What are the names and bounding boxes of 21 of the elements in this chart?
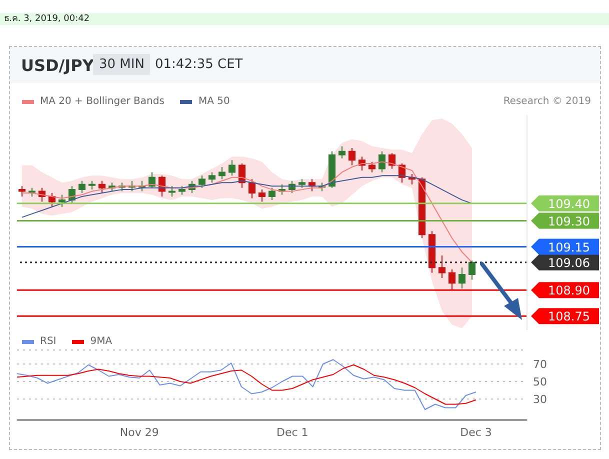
- legend-label: RSI: [40, 336, 56, 347]
- x-tick-label: Dec 3: [460, 426, 492, 439]
- y-tick-label: 30: [533, 393, 547, 406]
- text: ธ.ค. 3, 2019, 00:42: [0, 13, 609, 25]
- x-tick-label: Nov 29: [120, 426, 159, 439]
- legend-label: MA 50: [198, 96, 230, 107]
- chart-subtitle: 30 MIN: [93, 54, 150, 75]
- y-tick-label: 109.30: [548, 214, 590, 228]
- x-tick-label: Dec 1: [276, 426, 308, 439]
- y-tick-label: 108.75: [548, 310, 590, 324]
- y-tick-label: 109.06: [548, 256, 590, 270]
- text: 01:42:35 CET: [155, 57, 243, 72]
- y-tick-label: 108.90: [548, 284, 590, 298]
- legend-label: MA 20 + Bollinger Bands: [40, 96, 164, 107]
- y-tick-label: 50: [533, 376, 547, 388]
- text: Research © 2019: [503, 96, 591, 107]
- y-tick-label: 109.40: [548, 196, 590, 211]
- y-tick-label: 109.15: [548, 240, 590, 254]
- y-tick-label: 70: [533, 358, 547, 371]
- chart-title: USD/JPY: [21, 56, 94, 75]
- legend-label: 9MA: [90, 336, 112, 347]
